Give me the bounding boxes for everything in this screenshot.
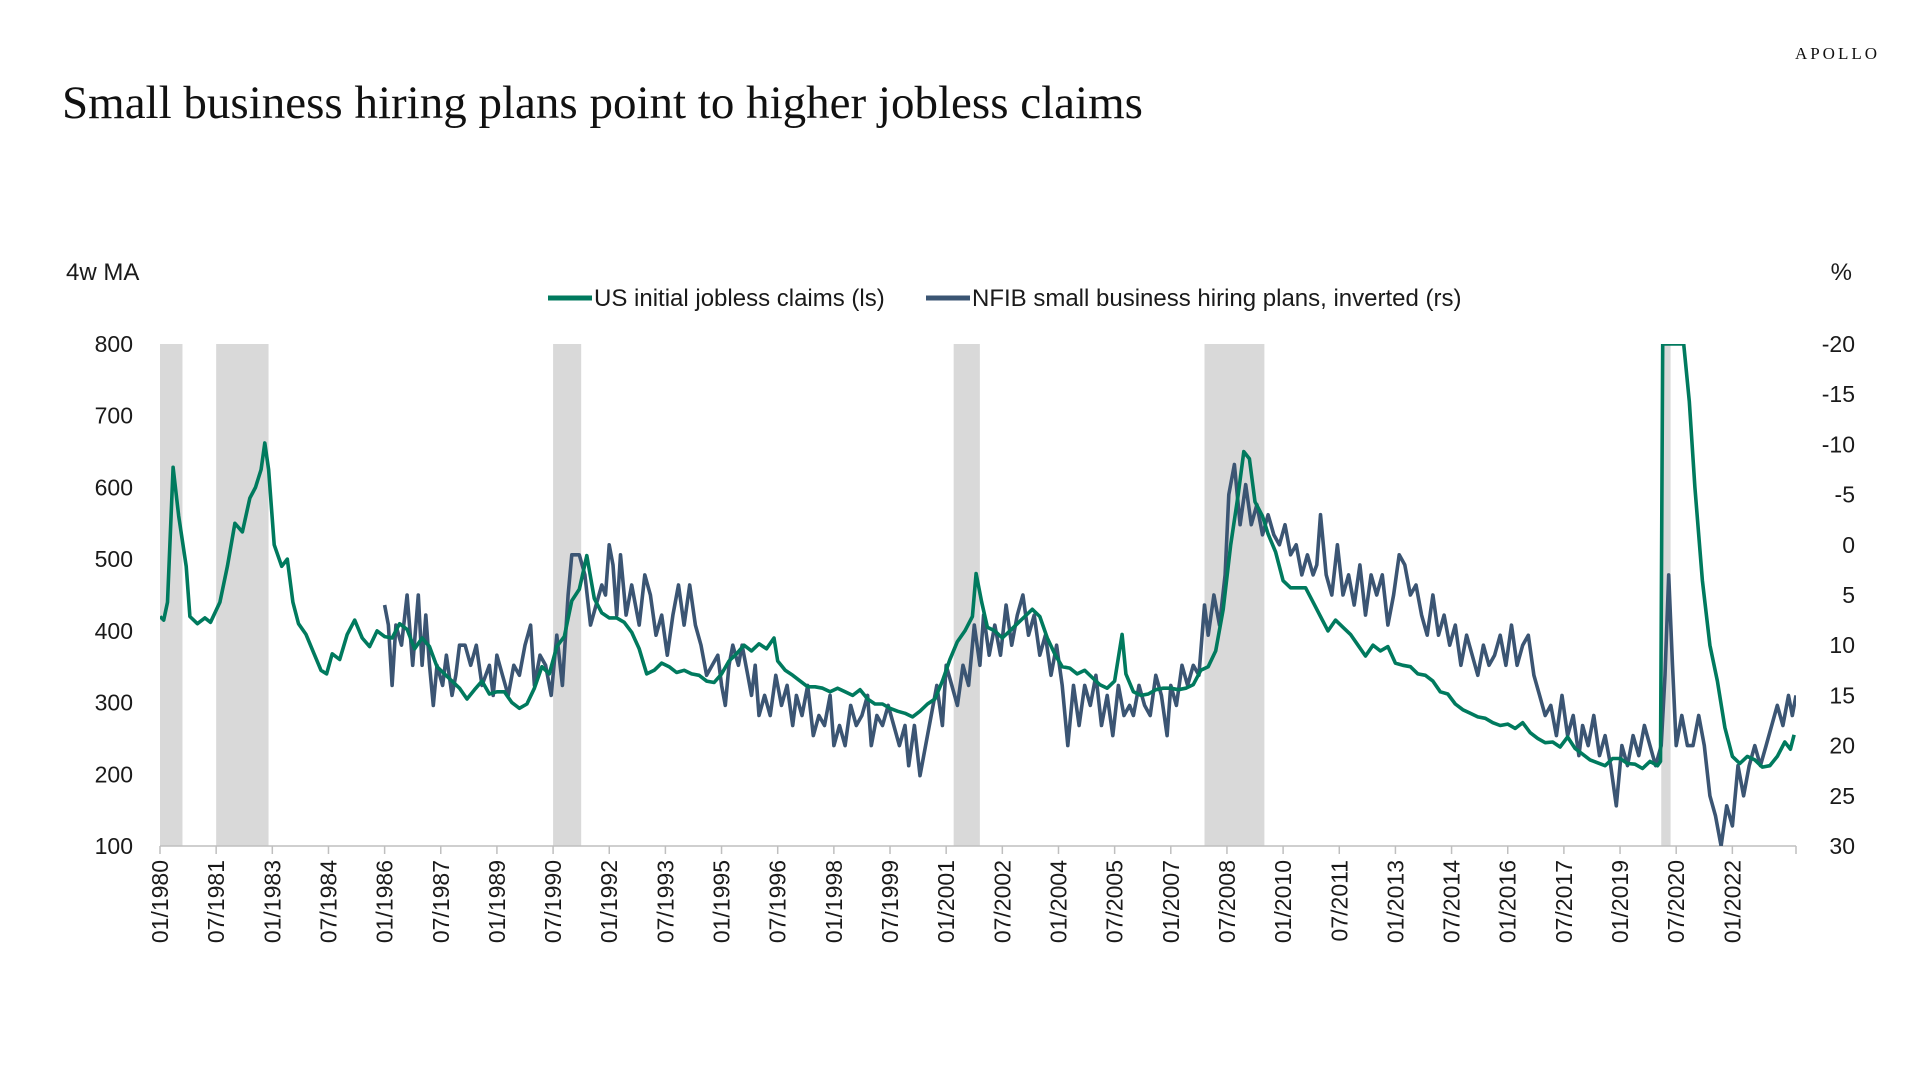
- x-tick-label: 01/2010: [1270, 860, 1296, 943]
- x-tick-label: 07/2017: [1551, 860, 1577, 943]
- left-tick-label: 400: [95, 618, 133, 644]
- x-tick-label: 07/1981: [203, 860, 229, 943]
- right-tick-label: 30: [1829, 833, 1855, 859]
- x-tick-label: 01/2019: [1607, 860, 1633, 943]
- recession-band: [1661, 344, 1671, 846]
- left-tick-label: 500: [95, 546, 133, 572]
- x-tick-label: 07/1987: [428, 860, 454, 943]
- x-axis: 01/1980 07/1981 01/1983 07/1984 01/1986 07/19…: [147, 846, 1797, 943]
- left-y-axis: 100 200 300 400 500 600 700 800: [95, 331, 133, 859]
- brand-logo: APOLLO: [1794, 44, 1880, 63]
- legend-label: NFIB small business hiring plans, invert…: [972, 285, 1462, 312]
- right-tick-label: -20: [1822, 331, 1855, 357]
- x-tick-label: 07/1996: [765, 860, 791, 943]
- left-tick-label: 700: [95, 403, 133, 429]
- x-tick-label: 07/2002: [989, 860, 1015, 943]
- x-tick-label: 01/1989: [484, 860, 510, 943]
- x-tick-label: 01/1983: [259, 860, 285, 943]
- right-tick-label: 10: [1829, 632, 1855, 658]
- x-tick-label: 01/1998: [821, 860, 847, 943]
- left-axis-label: 4w MA: [66, 259, 139, 286]
- recession-band: [160, 344, 183, 846]
- series-line-nfib-hiring-plans: [382, 462, 1796, 846]
- right-tick-label: -10: [1822, 431, 1855, 457]
- x-tick-label: 01/1980: [147, 860, 173, 943]
- right-tick-label: 20: [1829, 733, 1855, 759]
- left-tick-label: 800: [95, 331, 133, 357]
- legend: US initial jobless claims (ls) NFIB small…: [548, 285, 1462, 312]
- x-tick-label: 01/1986: [372, 860, 398, 943]
- x-tick-label: 01/2013: [1382, 860, 1408, 943]
- left-tick-label: 600: [95, 474, 133, 500]
- right-y-axis: -20 -15 -10 -5 0 5 10 15 20 25 30: [1822, 331, 1855, 859]
- left-tick-label: 100: [95, 833, 133, 859]
- x-tick-label: 01/2004: [1045, 860, 1071, 943]
- x-tick-label: 07/1990: [540, 860, 566, 943]
- x-tick-label: 07/2005: [1102, 860, 1128, 943]
- x-tick-label: 07/2014: [1439, 860, 1465, 943]
- x-tick-label: 01/1995: [709, 860, 735, 943]
- right-tick-label: 15: [1829, 682, 1855, 708]
- series-line-jobless-claims: [160, 344, 1796, 771]
- x-tick-label: 07/1999: [877, 860, 903, 943]
- x-tick-label: 01/1992: [596, 860, 622, 943]
- right-tick-label: 0: [1842, 532, 1855, 558]
- x-tick-label: 01/2007: [1158, 860, 1184, 943]
- legend-label: US initial jobless claims (ls): [594, 285, 885, 312]
- right-tick-label: 25: [1829, 783, 1855, 809]
- right-tick-label: 5: [1842, 582, 1855, 608]
- x-tick-label: 01/2001: [933, 860, 959, 943]
- x-tick-label: 07/2008: [1214, 860, 1240, 943]
- x-tick-label: 07/1993: [652, 860, 678, 943]
- left-tick-label: 200: [95, 761, 133, 787]
- series-lines: [160, 344, 1796, 846]
- right-axis-label: %: [1831, 259, 1852, 286]
- x-tick-label: 01/2022: [1719, 860, 1745, 943]
- x-tick-label: 07/2011: [1326, 860, 1352, 941]
- chart-title: Small business hiring plans point to hig…: [62, 77, 1143, 129]
- right-tick-label: -5: [1835, 482, 1855, 508]
- x-tick-label: 07/2020: [1663, 860, 1689, 943]
- left-tick-label: 300: [95, 690, 133, 716]
- x-tick-label: 01/2016: [1495, 860, 1521, 943]
- right-tick-label: -15: [1822, 381, 1855, 407]
- recession-band: [216, 344, 269, 846]
- recession-bands: [160, 344, 1671, 846]
- x-tick-label: 07/1984: [315, 860, 341, 943]
